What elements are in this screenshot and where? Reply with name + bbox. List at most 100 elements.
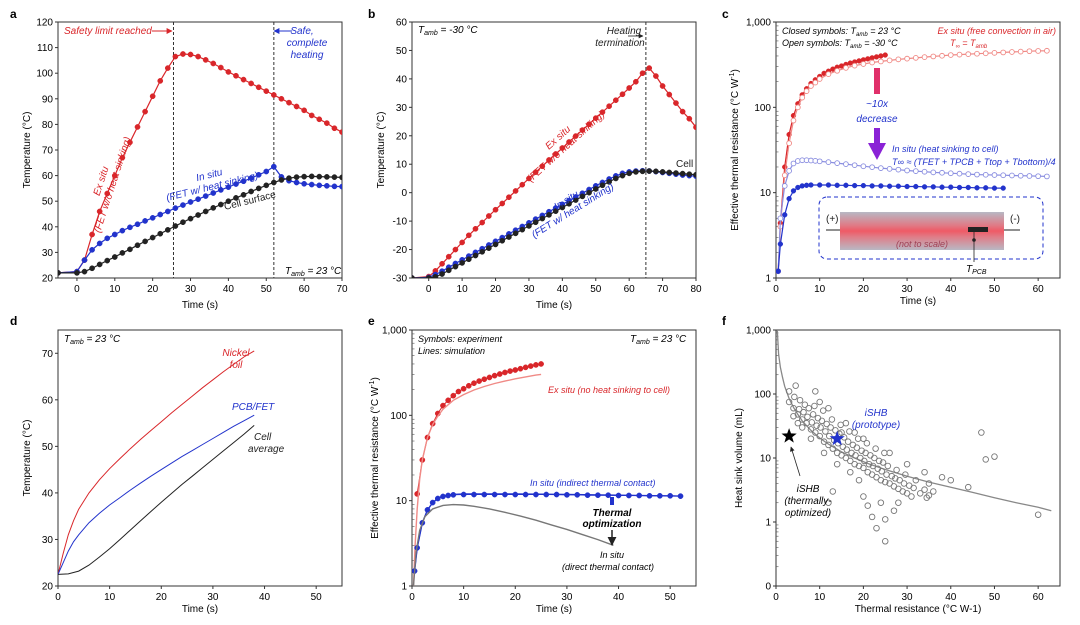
data-point	[1035, 173, 1042, 180]
data-point	[956, 170, 963, 177]
label-exsitu-desc: (FET w/o heat sinking)	[526, 110, 608, 185]
y-tick-label: 1	[401, 582, 407, 593]
data-point	[119, 154, 126, 161]
scatter-point	[991, 453, 998, 460]
data-point	[799, 183, 805, 189]
y-tick-label: 100	[754, 390, 771, 401]
scatter-point	[844, 438, 852, 445]
data-point	[526, 175, 532, 182]
data-point	[882, 52, 888, 58]
data-point	[248, 80, 254, 87]
scatter-point	[825, 441, 832, 449]
scatter-point	[864, 502, 872, 509]
data-point	[308, 181, 315, 188]
scatter-point	[860, 435, 867, 442]
x-tick-label: 10	[109, 284, 121, 295]
data-point	[886, 166, 893, 172]
x-tick-label: 30	[523, 284, 535, 295]
data-point	[440, 402, 446, 409]
data-point	[930, 184, 936, 190]
scatter-point	[903, 460, 911, 468]
plot-frame	[411, 329, 697, 587]
x-tick-label: 20	[858, 592, 870, 603]
scatter-point	[899, 488, 906, 495]
data-point	[606, 179, 612, 185]
y-tick-label: 1	[765, 274, 771, 285]
scatter-point	[896, 476, 903, 484]
data-point	[278, 177, 285, 183]
data-point	[1026, 173, 1033, 179]
x-tick-label: 30	[185, 284, 197, 295]
label-foil: foil	[230, 360, 244, 371]
scatter-point	[890, 507, 898, 514]
data-point	[316, 182, 323, 189]
scatter-point	[903, 490, 911, 497]
data-point	[472, 252, 479, 259]
scatter-point	[863, 440, 871, 447]
data-point	[412, 275, 415, 278]
scatter-point	[888, 472, 896, 480]
data-point	[104, 190, 111, 197]
data-point	[270, 179, 277, 186]
x-tick-label: 0	[74, 284, 80, 295]
label-tamb: Tamb = 23 °C	[630, 334, 687, 346]
y-tick-label: 70	[42, 146, 54, 157]
data-point	[492, 206, 499, 213]
scatter-point	[930, 488, 937, 495]
label-cell: Cell	[676, 159, 693, 170]
data-point	[686, 171, 693, 178]
x-tick-label: 20	[510, 592, 522, 603]
data-point	[270, 163, 277, 170]
x-tick-label: 20	[147, 284, 159, 295]
x-axis-title: Time (s)	[900, 296, 936, 307]
x-tick-label: 40	[613, 592, 625, 603]
y-axis-title: Temperature (°C)	[376, 112, 387, 189]
data-point	[904, 183, 910, 190]
scatter-point	[855, 462, 863, 470]
data-point	[255, 171, 262, 178]
panel-f: 0 10 20 30 40 50 60 0 1 10 100 1,000 Thermal resist…	[734, 326, 1061, 615]
data-point	[316, 173, 323, 180]
y-tick-label: 60	[396, 18, 408, 29]
plot-frame	[57, 329, 343, 587]
scatter-point	[827, 424, 834, 431]
x-tick-label: 0	[773, 592, 779, 603]
data-point	[331, 174, 338, 180]
data-point	[612, 175, 619, 182]
scatter-point	[820, 449, 828, 457]
data-point	[496, 371, 503, 377]
scatter-point	[947, 476, 955, 484]
x-axis-title: Time (s)	[182, 604, 218, 615]
data-point	[263, 182, 270, 189]
data-point	[965, 51, 972, 57]
data-point	[293, 179, 300, 186]
panel-a: 0 10 20 30 40 50 60 70 20 30 40 50 60 70 80 90 100 110 120…	[22, 18, 348, 312]
data-point	[673, 100, 679, 106]
data-point	[808, 83, 814, 89]
label-thermal: Thermal	[593, 508, 632, 519]
label-optimization: optimization	[583, 519, 642, 530]
data-point	[659, 83, 666, 89]
series-line	[58, 350, 255, 575]
data-point	[455, 388, 462, 395]
data-point	[786, 140, 792, 147]
data-point	[445, 267, 452, 274]
scatter-point	[893, 466, 900, 474]
scatter-point	[826, 432, 833, 440]
data-point	[869, 183, 875, 189]
scatter-point	[807, 435, 815, 442]
data-point	[825, 71, 832, 77]
data-point	[499, 200, 506, 207]
y-tick-label: 100	[754, 103, 771, 114]
data-point	[301, 173, 307, 180]
data-point	[869, 59, 875, 66]
data-point	[134, 221, 141, 228]
data-point	[904, 167, 910, 174]
data-point	[526, 223, 532, 229]
y-axis-title: Temperature (°C)	[22, 112, 33, 189]
data-point	[450, 392, 457, 399]
scatter-point	[881, 538, 889, 545]
data-point	[89, 246, 95, 253]
data-point	[686, 115, 693, 122]
data-point	[89, 231, 95, 238]
